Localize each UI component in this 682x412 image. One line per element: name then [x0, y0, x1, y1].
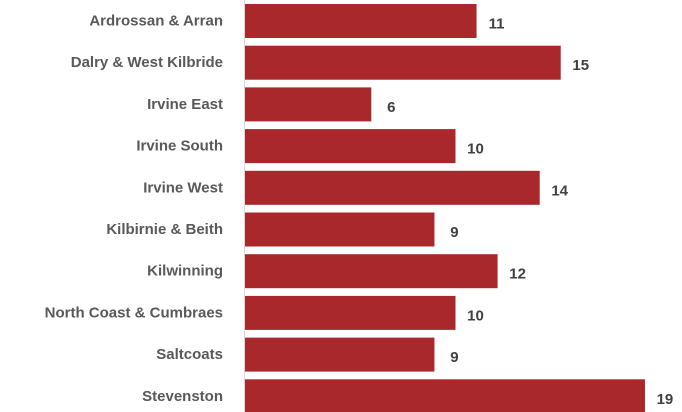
- bar: [245, 254, 498, 289]
- category-label: Irvine East: [147, 96, 223, 113]
- category-labels-group: Ardrossan & Arran Dalry & West Kilbride Ir…: [45, 13, 223, 405]
- category-label: Kilbirnie & Beith: [106, 221, 223, 238]
- value-label: 9: [450, 349, 458, 366]
- bars-group: [245, 4, 645, 412]
- category-label: Ardrossan & Arran: [89, 13, 223, 30]
- category-label: Kilwinning: [147, 263, 223, 280]
- value-label: 9: [450, 224, 458, 241]
- value-label: 10: [467, 307, 484, 324]
- category-label: Dalry & West Kilbride: [71, 54, 223, 71]
- value-label: 12: [509, 266, 526, 283]
- bar: [245, 45, 561, 80]
- value-label: 19: [657, 391, 674, 408]
- category-label: Stevenston: [142, 388, 223, 405]
- bar: [245, 4, 477, 38]
- bar: [245, 170, 540, 205]
- category-label: Irvine West: [143, 179, 223, 196]
- value-label: 15: [572, 57, 589, 74]
- bar: [245, 295, 456, 330]
- bar: [245, 337, 435, 372]
- category-label: Saltcoats: [156, 346, 223, 363]
- value-label: 14: [551, 182, 568, 199]
- category-label: Irvine South: [136, 138, 223, 155]
- bar: [245, 212, 435, 247]
- value-label: 6: [387, 99, 395, 116]
- value-labels-group: 11 15 6 10 14 9 12 10 9 19: [387, 16, 673, 408]
- value-label: 11: [489, 16, 505, 33]
- bar: [245, 129, 456, 164]
- bar: [245, 87, 372, 122]
- bar: [245, 379, 645, 412]
- category-label: North Coast & Cumbraes: [45, 304, 223, 321]
- value-label: 10: [467, 141, 484, 158]
